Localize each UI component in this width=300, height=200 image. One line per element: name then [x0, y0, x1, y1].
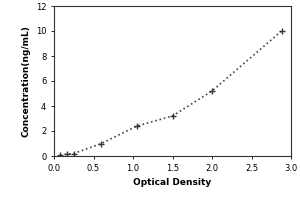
X-axis label: Optical Density: Optical Density	[134, 178, 212, 187]
Y-axis label: Concentration(ng/mL): Concentration(ng/mL)	[21, 25, 30, 137]
